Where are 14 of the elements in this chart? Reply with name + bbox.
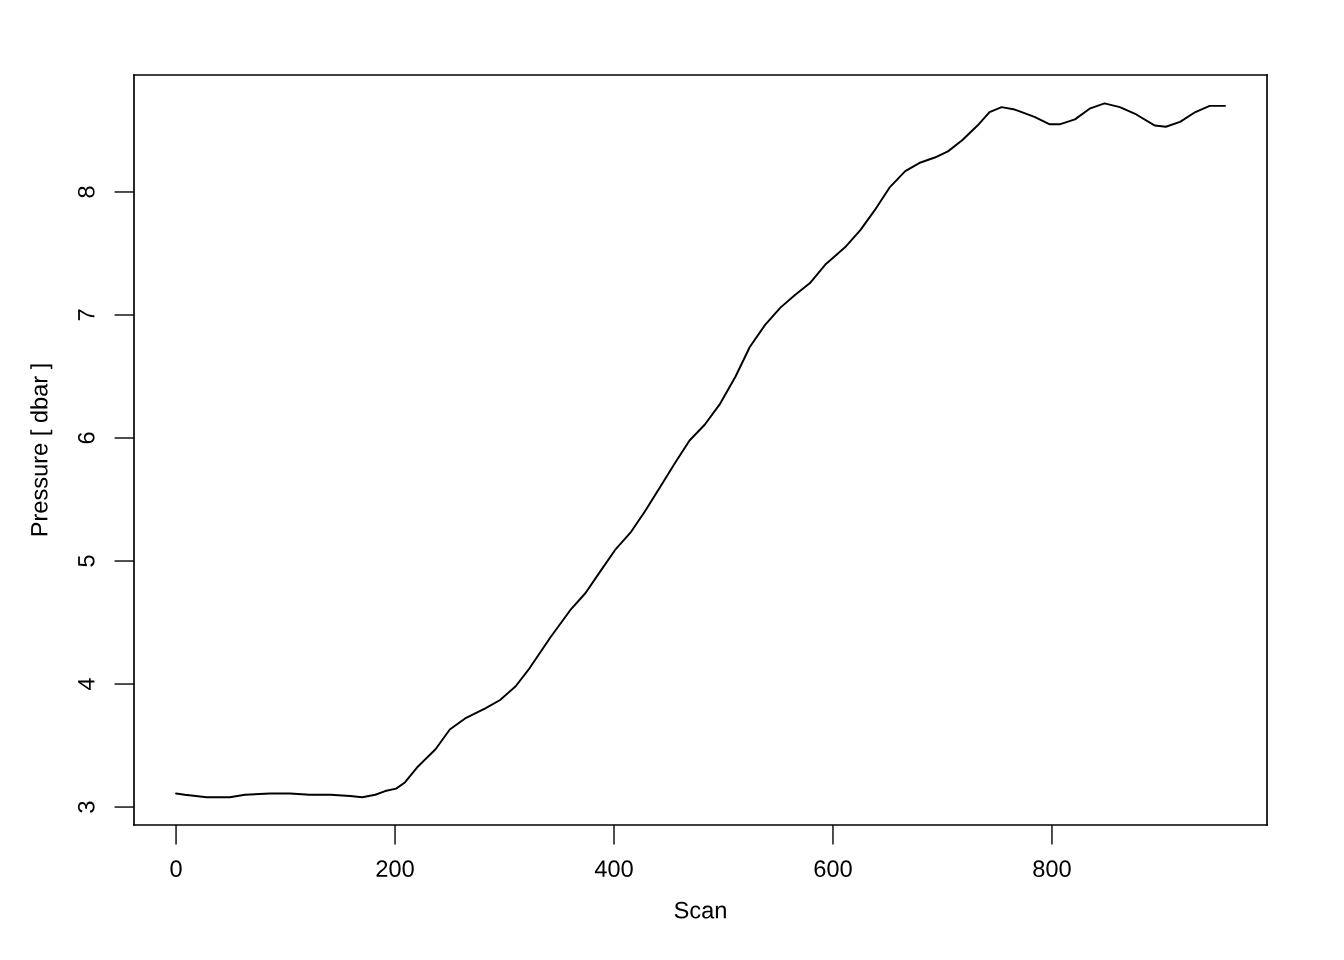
y-tick-label: 8 bbox=[77, 186, 95, 198]
x-tick-label: 0 bbox=[170, 860, 182, 878]
x-axis-title: Scan bbox=[674, 901, 726, 919]
x-tick-label: 200 bbox=[376, 860, 414, 878]
x-tick-label: 600 bbox=[814, 860, 852, 878]
x-tick-label: 400 bbox=[594, 860, 633, 878]
x-tick-label: 800 bbox=[1033, 860, 1071, 878]
y-tick-label: 3 bbox=[77, 801, 95, 813]
y-axis-title: Pressure [ dbar ] bbox=[30, 364, 53, 536]
y-tick-label: 5 bbox=[78, 555, 95, 567]
y-tick-label: 7 bbox=[78, 309, 95, 321]
y-tick-label: 6 bbox=[77, 432, 95, 444]
line-series bbox=[175, 102, 1226, 799]
y-tick-label: 4 bbox=[78, 678, 95, 691]
